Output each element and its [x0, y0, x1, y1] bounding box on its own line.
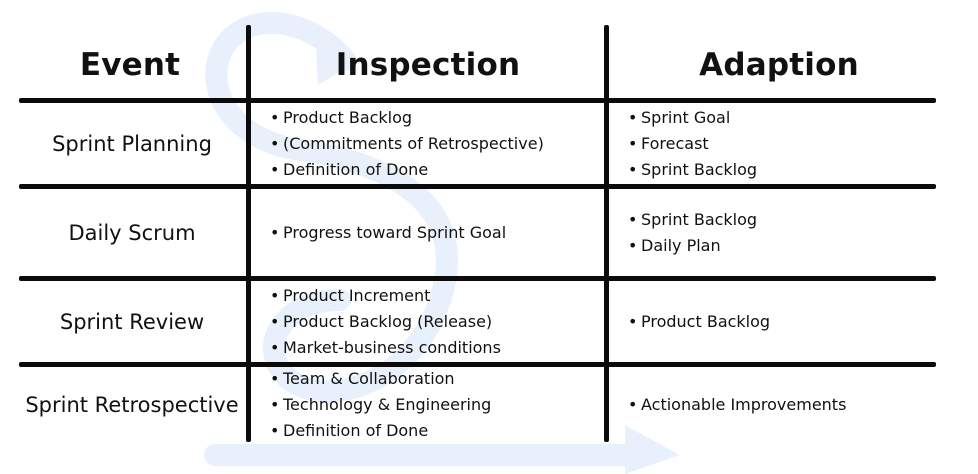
list-item: Product Backlog — [270, 105, 600, 131]
header-divider — [19, 98, 936, 103]
list-item: Team & Collaboration — [270, 366, 600, 392]
header-inspection: Inspection — [335, 47, 521, 83]
event-sprint-planning: Sprint Planning — [52, 131, 212, 156]
adaption-cell: Product Backlog — [628, 281, 928, 362]
event-sprint-retrospective: Sprint Retrospective — [25, 392, 239, 417]
row-divider — [19, 362, 936, 367]
list-item: Sprint Backlog — [628, 157, 928, 183]
list-item: Forecast — [628, 131, 928, 157]
inspection-cell: Product Increment Product Backlog (Relea… — [270, 281, 600, 362]
list-item: Actionable Improvements — [628, 392, 928, 418]
list-item: Product Increment — [270, 283, 600, 309]
list-item: Definition of Done — [270, 157, 600, 183]
list-item: Daily Plan — [628, 233, 928, 259]
adaption-cell: Sprint Backlog Daily Plan — [628, 189, 928, 276]
column-divider — [604, 25, 609, 442]
inspection-cell: Progress toward Sprint Goal — [270, 189, 600, 276]
list-item: Market-business conditions — [270, 335, 600, 361]
list-item: (Commitments of Retrospective) — [270, 131, 600, 157]
row-divider — [19, 184, 936, 189]
event-sprint-review: Sprint Review — [59, 309, 205, 334]
inspection-cell: Team & Collaboration Technology & Engine… — [270, 367, 600, 442]
list-item: Technology & Engineering — [270, 392, 600, 418]
row-divider — [19, 276, 936, 281]
header-adaption: Adaption — [699, 47, 859, 83]
list-item: Sprint Backlog — [628, 207, 928, 233]
list-item: Product Backlog — [628, 309, 928, 335]
header-event: Event — [79, 47, 181, 83]
list-item: Product Backlog (Release) — [270, 309, 600, 335]
list-item: Sprint Goal — [628, 105, 928, 131]
column-divider — [246, 25, 251, 442]
adaption-cell: Actionable Improvements — [628, 367, 928, 442]
list-item: Progress toward Sprint Goal — [270, 220, 600, 246]
adaption-cell: Sprint Goal Forecast Sprint Backlog — [628, 103, 928, 184]
list-item: Definition of Done — [270, 418, 600, 444]
event-daily-scrum: Daily Scrum — [68, 220, 196, 245]
inspection-cell: Product Backlog (Commitments of Retrospe… — [270, 103, 600, 184]
